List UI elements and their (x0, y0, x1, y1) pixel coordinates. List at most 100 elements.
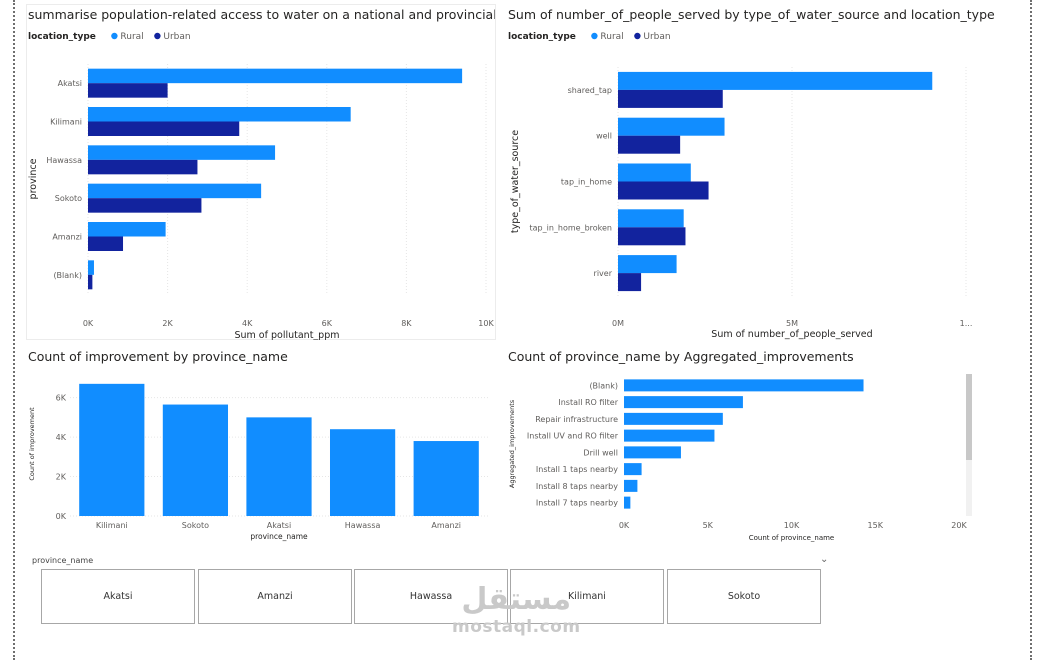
y-axis-title: province (28, 158, 39, 199)
bar-4[interactable] (413, 441, 479, 516)
y-tick-label: Kilimani (50, 118, 82, 127)
chart2-panel[interactable]: Sum of number_of_people_served by type_o… (506, 4, 1006, 340)
bar-2[interactable] (246, 417, 312, 516)
bar-6[interactable] (624, 479, 638, 492)
bar-rural-3[interactable] (618, 209, 684, 228)
chart3-panel[interactable]: Count of improvement by province_name 0K… (26, 346, 496, 546)
x-tick-label: 2K (162, 319, 173, 328)
bar-rural-4[interactable] (88, 222, 166, 237)
bar-urban-1[interactable] (618, 135, 681, 154)
bar-urban-0[interactable] (88, 83, 168, 98)
y-tick-label: Hawassa (46, 156, 82, 165)
y-tick-label: Install UV and RO filter (527, 432, 619, 441)
x-axis-title: province_name (250, 532, 308, 541)
y-tick-label: Amanzi (52, 233, 82, 242)
watermark-logo: مستقل mostaql.com (452, 582, 581, 638)
chart2-title: Sum of number_of_people_served by type_o… (508, 7, 995, 22)
y-tick-label: Repair infrastructure (535, 415, 618, 424)
y-tick-label: Drill well (583, 448, 618, 457)
y-tick-label: 0K (56, 512, 67, 521)
chart1-title: summarise population-related access to w… (28, 7, 497, 22)
bar-rural-5[interactable] (88, 260, 94, 275)
x-tick-label: 4K (242, 319, 253, 328)
x-tick-label: Amanzi (431, 521, 461, 530)
chart2-svg[interactable]: location_type Rural Urban 0M 5M 1... shared_ta… (506, 4, 1006, 340)
bar-rural-0[interactable] (618, 71, 933, 90)
canvas-border-right (1030, 0, 1032, 660)
legend-marker-rural (591, 32, 598, 40)
chart1-frame[interactable] (26, 4, 496, 340)
slicer-tile-hawassa[interactable]: Hawassa (354, 569, 508, 624)
y-tick-label: Install 8 taps nearby (536, 482, 618, 491)
x-tick-label: 8K (401, 319, 412, 328)
bar-urban-4[interactable] (618, 273, 642, 292)
chart3-title: Count of improvement by province_name (28, 349, 288, 364)
y-tick-label: 4K (56, 433, 67, 442)
y-tick-label: 6K (56, 394, 67, 403)
chart3-svg[interactable]: 0K 2K 4K 6K Kilimani Sokoto Akatsi Hawassa Amanz… (26, 346, 496, 546)
x-tick-label: Kilimani (96, 521, 128, 530)
bar-urban-2[interactable] (618, 181, 709, 200)
bar-rural-2[interactable] (618, 163, 691, 182)
bar-rural-4[interactable] (618, 255, 677, 274)
bar-7[interactable] (624, 496, 631, 509)
bar-urban-3[interactable] (88, 198, 202, 213)
bar-urban-5[interactable] (88, 274, 93, 290)
y-tick-label: river (594, 269, 613, 278)
y-axis-title: type_of_water_source (510, 130, 521, 233)
bar-rural-1[interactable] (88, 107, 351, 122)
x-tick-label: 15K (868, 521, 884, 530)
x-tick-label: 10K (784, 521, 800, 530)
watermark-latin: mostaql.com (452, 617, 581, 637)
y-tick-label: 2K (56, 473, 67, 482)
watermark-arabic: مستقل (461, 582, 572, 617)
bar-rural-2[interactable] (88, 145, 276, 160)
chevron-down-icon[interactable]: ⌄ (820, 554, 829, 565)
bar-2[interactable] (624, 412, 723, 425)
slicer-tile-kilimani[interactable]: Kilimani (510, 569, 664, 624)
bar-0[interactable] (624, 379, 864, 392)
bar-1[interactable] (624, 396, 743, 409)
x-tick-label: Hawassa (345, 521, 381, 530)
scrollbar-thumb[interactable] (966, 374, 972, 460)
y-tick-label: Install 7 taps nearby (536, 499, 618, 508)
legend-label-rural: Rural (120, 32, 143, 42)
slicer-tile-sokoto[interactable]: Sokoto (667, 569, 821, 624)
x-tick-label: 5M (786, 319, 798, 328)
legend-marker-urban (634, 32, 641, 40)
bar-rural-0[interactable] (88, 68, 463, 84)
chart4-panel[interactable]: Count of province_name by Aggregated_imp… (506, 346, 976, 546)
bar-0[interactable] (79, 383, 145, 516)
x-axis-title: Sum of pollutant_ppm (234, 330, 339, 340)
bar-1[interactable] (162, 404, 229, 516)
y-tick-label: tap_in_home (561, 178, 612, 187)
y-tick-label: (Blank) (589, 381, 618, 390)
legend-marker-rural (111, 32, 118, 40)
bar-urban-3[interactable] (618, 227, 686, 246)
bar-urban-1[interactable] (88, 121, 240, 137)
slicer-tile-amanzi[interactable]: Amanzi (198, 569, 352, 624)
bar-4[interactable] (624, 446, 681, 459)
bar-urban-4[interactable] (88, 236, 124, 252)
bar-rural-3[interactable] (88, 183, 262, 199)
chart4-svg[interactable]: 0K 5K 10K 15K 20K (Blank) Install RO filter Rep… (506, 346, 976, 546)
legend-title: location_type (28, 32, 96, 42)
bar-rural-1[interactable] (618, 117, 725, 136)
x-tick-label: 0M (612, 319, 624, 328)
legend-label-urban: Urban (163, 32, 190, 42)
chart1-svg[interactable]: location_type Rural Urban 0K 2K 4K 6K 8K 10K Akat… (26, 4, 496, 340)
bar-urban-2[interactable] (88, 159, 198, 175)
x-tick-label: 0K (83, 319, 94, 328)
bar-5[interactable] (624, 463, 642, 476)
y-tick-label: Akatsi (58, 79, 82, 88)
x-axis-title: Count of province_name (749, 534, 834, 542)
x-tick-label: 5K (703, 521, 714, 530)
bar-3[interactable] (624, 429, 715, 442)
canvas-border-left (13, 0, 15, 660)
bar-urban-0[interactable] (618, 89, 723, 108)
x-tick-label: 6K (322, 319, 333, 328)
slicer-tile-akatsi[interactable]: Akatsi (41, 569, 195, 624)
chart1-panel[interactable]: summarise population-related access to w… (26, 4, 497, 340)
y-tick-label: tap_in_home_broken (529, 223, 612, 232)
bar-3[interactable] (329, 429, 396, 516)
